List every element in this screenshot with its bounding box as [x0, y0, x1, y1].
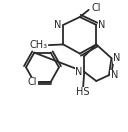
Text: HS: HS: [76, 87, 90, 97]
Text: N: N: [113, 53, 121, 63]
Text: Cl: Cl: [28, 77, 37, 87]
Text: N: N: [54, 20, 61, 30]
Text: N: N: [75, 67, 82, 77]
Text: N: N: [98, 20, 106, 30]
Text: N: N: [111, 70, 118, 80]
Text: Cl: Cl: [91, 3, 101, 13]
Text: CH₃: CH₃: [29, 40, 47, 50]
